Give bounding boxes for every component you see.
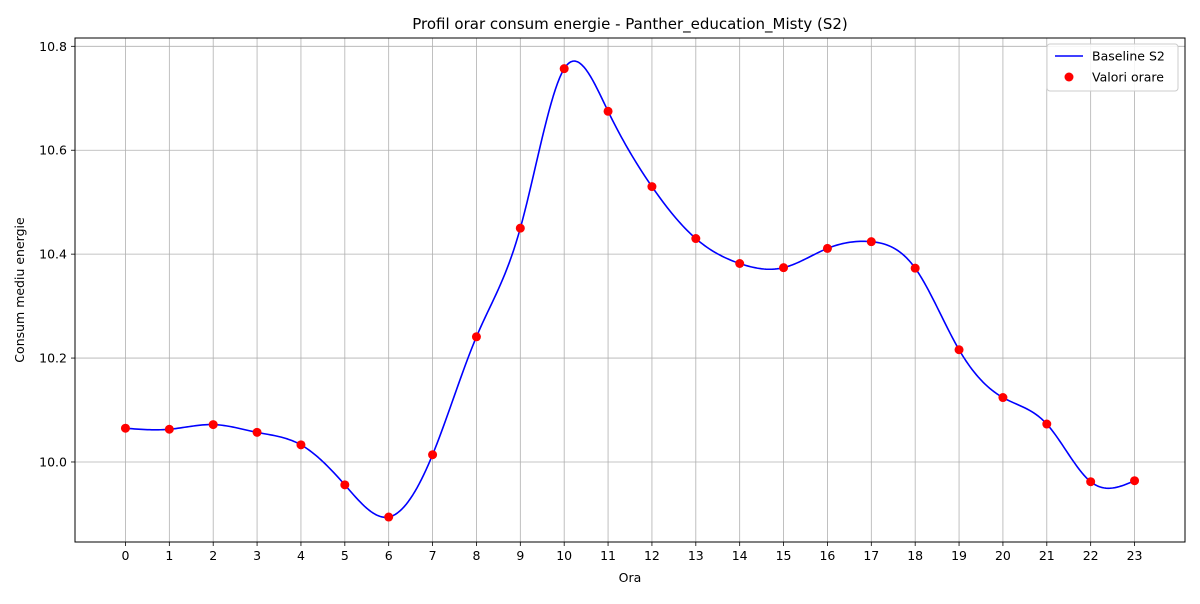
- data-point: [1130, 476, 1140, 486]
- data-point: [954, 345, 964, 355]
- data-point: [1086, 477, 1096, 487]
- series-layer: [120, 60, 1140, 522]
- y-tick-label: 10.4: [39, 247, 67, 262]
- data-point: [779, 263, 789, 273]
- data-point: [866, 237, 876, 247]
- x-tick-label: 21: [1039, 548, 1055, 563]
- x-tick-label: 13: [688, 548, 704, 563]
- plot-frame: [74, 37, 1186, 543]
- x-tick-label: 1: [165, 548, 173, 563]
- data-point: [735, 259, 745, 269]
- legend: Baseline S2 Valori orare: [1046, 43, 1179, 92]
- x-tick-label: 12: [644, 548, 660, 563]
- data-point: [428, 450, 438, 460]
- data-point: [340, 480, 350, 490]
- data-point: [296, 440, 306, 450]
- legend-label-baseline: Baseline S2: [1092, 49, 1165, 64]
- x-tick-label: 22: [1083, 548, 1099, 563]
- x-tick-label: 2: [209, 548, 217, 563]
- legend-label-scatter: Valori orare: [1092, 70, 1164, 85]
- data-point: [822, 243, 832, 253]
- x-tick-label: 9: [516, 548, 524, 563]
- x-tick-label: 10: [556, 548, 572, 563]
- data-point: [471, 332, 481, 342]
- legend-marker-swatch: [1064, 72, 1074, 82]
- x-tick-label: 4: [297, 548, 305, 563]
- data-point: [384, 512, 394, 522]
- x-tick-label: 16: [819, 548, 835, 563]
- x-tick-label: 14: [732, 548, 748, 563]
- data-point: [515, 223, 525, 233]
- ticks: 0 1 2 3 4 5 6 7 8 9 10 11 12 13 14 15 16 17 18 19 20 21 22 2310…: [39, 39, 1142, 563]
- x-tick-label: 8: [472, 548, 480, 563]
- y-tick-label: 10.8: [39, 39, 67, 54]
- x-tick-label: 18: [907, 548, 923, 563]
- x-tick-label: 15: [776, 548, 792, 563]
- data-point: [252, 427, 262, 437]
- chart-title: Profil orar consum energie - Panther_edu…: [412, 15, 848, 34]
- x-tick-label: 17: [863, 548, 879, 563]
- x-axis-label: Ora: [619, 570, 642, 585]
- data-point: [164, 424, 174, 434]
- data-point: [559, 64, 569, 74]
- y-tick-label: 10.2: [39, 351, 67, 366]
- x-tick-label: 6: [385, 548, 393, 563]
- data-point: [691, 234, 701, 244]
- x-tick-label: 11: [600, 548, 616, 563]
- x-tick-label: 7: [429, 548, 437, 563]
- series-line-baseline: [125, 60, 1135, 519]
- x-tick-label: 0: [121, 548, 129, 563]
- data-point: [603, 106, 613, 116]
- data-point: [1042, 419, 1052, 429]
- data-point: [998, 393, 1008, 403]
- x-tick-label: 19: [951, 548, 967, 563]
- data-point: [910, 263, 920, 273]
- data-point: [647, 182, 657, 192]
- x-tick-label: 5: [341, 548, 349, 563]
- data-point: [208, 420, 218, 430]
- y-tick-label: 10.6: [39, 143, 67, 158]
- y-tick-label: 10.0: [39, 454, 67, 469]
- x-tick-label: 23: [1127, 548, 1143, 563]
- y-axis-label: Consum mediu energie: [12, 217, 27, 363]
- grid: [75, 38, 1185, 542]
- data-point: [120, 423, 130, 433]
- x-tick-label: 20: [995, 548, 1011, 563]
- x-tick-label: 3: [253, 548, 261, 563]
